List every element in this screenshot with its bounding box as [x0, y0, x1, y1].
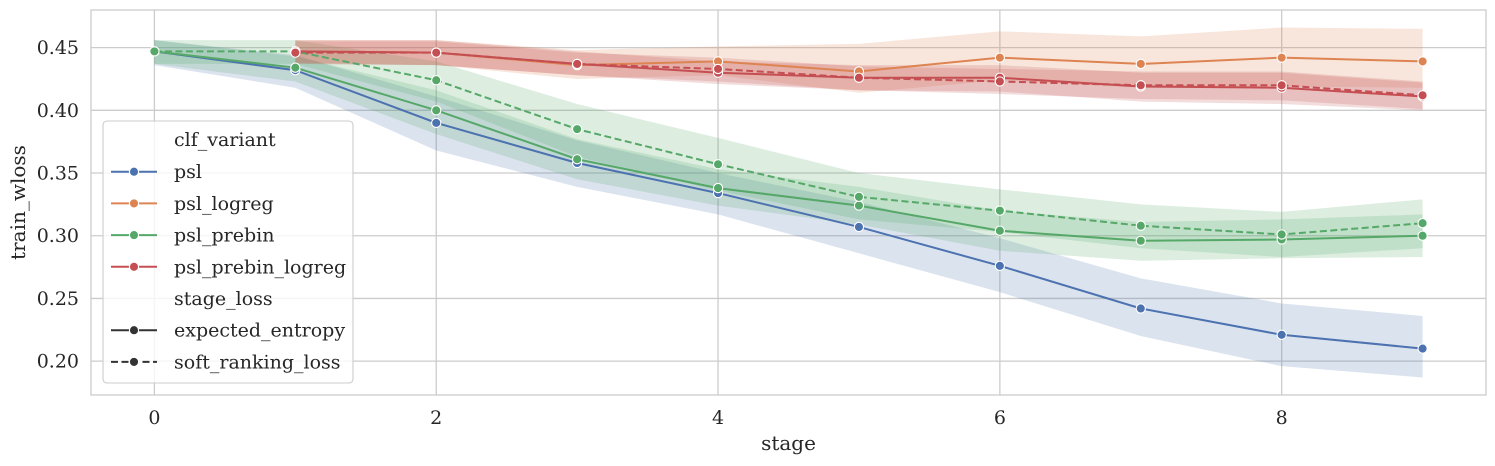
- data-point-psl_prebin-soft_ranking_loss: [431, 75, 442, 86]
- data-point-psl-expected_entropy: [431, 117, 442, 129]
- data-point-psl_prebin_logreg-soft_ranking_loss: [1135, 80, 1146, 91]
- series-markers: [149, 46, 1428, 354]
- legend-marker-psl: [128, 166, 140, 177]
- data-point-psl-expected_entropy: [853, 221, 865, 233]
- confidence-band-psl_logreg-expected_entropy: [295, 27, 1423, 93]
- y-axis-label: train_wloss: [6, 145, 30, 260]
- legend: clf_variant psl psl_logreg psl_prebin psl_p…: [102, 120, 354, 384]
- x-axis-label: stage: [761, 431, 816, 455]
- data-point-psl_prebin-expected_entropy: [1135, 235, 1146, 246]
- legend-hue-entries: psl psl_logreg psl_prebin psl_prebin_logreg: [111, 161, 346, 278]
- legend-box: [102, 120, 354, 384]
- data-point-psl_prebin-soft_ranking_loss: [853, 191, 865, 203]
- legend-label-expected_entropy: expected_entropy: [174, 320, 345, 342]
- confidence-band-psl_prebin-soft_ranking_loss: [154, 40, 1423, 258]
- data-point-psl_prebin_logreg-soft_ranking_loss: [853, 72, 865, 83]
- data-point-psl_prebin-expected_entropy: [431, 105, 442, 116]
- data-point-psl-expected_entropy: [994, 260, 1006, 271]
- data-point-psl_prebin_logreg-soft_ranking_loss: [712, 63, 724, 75]
- data-point-psl_prebin-soft_ranking_loss: [1276, 229, 1287, 240]
- legend-label-psl_prebin_logreg: psl_prebin_logreg: [174, 256, 346, 278]
- data-point-psl_prebin_logreg-soft_ranking_loss: [290, 47, 301, 58]
- data-point-psl_prebin_logreg-soft_ranking_loss: [1276, 80, 1287, 91]
- y-tick-label: 0.25: [37, 288, 79, 310]
- data-point-psl_prebin-soft_ranking_loss: [149, 46, 160, 57]
- x-tick-label: 6: [994, 407, 1006, 429]
- y-tick-label: 0.20: [37, 351, 79, 373]
- data-point-psl_prebin-soft_ranking_loss: [994, 205, 1006, 216]
- series-line-psl_prebin-expected_entropy: [154, 50, 1423, 242]
- series-line-psl_prebin_logreg-soft_ranking_loss: [295, 51, 1423, 97]
- data-point-psl_prebin-expected_entropy: [290, 62, 301, 73]
- data-point-psl_prebin-expected_entropy: [571, 154, 583, 165]
- data-point-psl-expected_entropy: [1276, 329, 1287, 340]
- data-point-psl_prebin_logreg-soft_ranking_loss: [571, 58, 583, 70]
- data-point-psl-expected_entropy: [1135, 303, 1146, 314]
- data-point-psl_prebin-soft_ranking_loss: [1135, 220, 1146, 231]
- legend-hue-title: clf_variant: [174, 129, 276, 151]
- legend-marker-expected_entropy: [128, 325, 140, 336]
- data-point-psl_prebin_logreg-soft_ranking_loss: [994, 76, 1006, 87]
- data-point-psl_logreg-expected_entropy: [1417, 56, 1428, 67]
- plot-frame: [90, 9, 1487, 396]
- x-tick-label: 2: [430, 407, 442, 429]
- legend-label-soft_ranking_loss: soft_ranking_loss: [174, 351, 341, 373]
- x-tick-labels: 0 2 4 6 8: [148, 407, 1287, 429]
- data-point-psl_logreg-expected_entropy: [994, 52, 1006, 63]
- data-point-psl_prebin-soft_ranking_loss: [712, 159, 724, 170]
- data-point-psl_prebin-soft_ranking_loss: [571, 123, 583, 135]
- y-tick-label: 0.40: [37, 100, 79, 122]
- data-point-psl_prebin_logreg-soft_ranking_loss: [1417, 90, 1428, 101]
- legend-style-entries: expected_entropy soft_ranking_loss: [111, 320, 345, 373]
- y-tick-labels: 0.20 0.25 0.30 0.35 0.40 0.45: [37, 37, 79, 373]
- series-line-psl-expected_entropy: [154, 50, 1423, 350]
- confidence-band-psl-expected_entropy: [154, 40, 1423, 378]
- x-tick-label: 0: [148, 407, 160, 429]
- data-point-psl_prebin-expected_entropy: [994, 225, 1006, 236]
- legend-label-psl_logreg: psl_logreg: [174, 193, 274, 215]
- y-tick-label: 0.35: [37, 163, 79, 185]
- legend-label-psl: psl: [174, 161, 202, 183]
- legend-style-title: stage_loss: [174, 288, 273, 310]
- data-point-psl_prebin-expected_entropy: [712, 182, 724, 194]
- series-line-psl_prebin-soft_ranking_loss: [154, 50, 1423, 236]
- legend-marker-psl_logreg: [128, 198, 140, 209]
- data-point-psl-expected_entropy: [1417, 343, 1428, 354]
- legend-marker-psl_prebin: [128, 229, 140, 241]
- legend-marker-psl_prebin_logreg: [128, 261, 140, 272]
- data-point-psl_prebin-soft_ranking_loss: [1417, 218, 1428, 229]
- data-point-psl_prebin_logreg-soft_ranking_loss: [431, 47, 442, 58]
- data-point-psl_logreg-expected_entropy: [1276, 52, 1287, 63]
- data-point-psl_prebin-expected_entropy: [1417, 230, 1428, 241]
- y-tick-label: 0.30: [37, 225, 79, 247]
- legend-label-psl_prebin: psl_prebin: [174, 225, 274, 247]
- x-tick-label: 8: [1276, 407, 1288, 429]
- data-point-psl_prebin-expected_entropy: [853, 200, 865, 211]
- x-tick-label: 4: [712, 407, 724, 429]
- legend-marker-soft_ranking_loss: [128, 356, 140, 368]
- y-tick-label: 0.45: [37, 37, 79, 59]
- data-point-psl_logreg-expected_entropy: [1135, 58, 1146, 70]
